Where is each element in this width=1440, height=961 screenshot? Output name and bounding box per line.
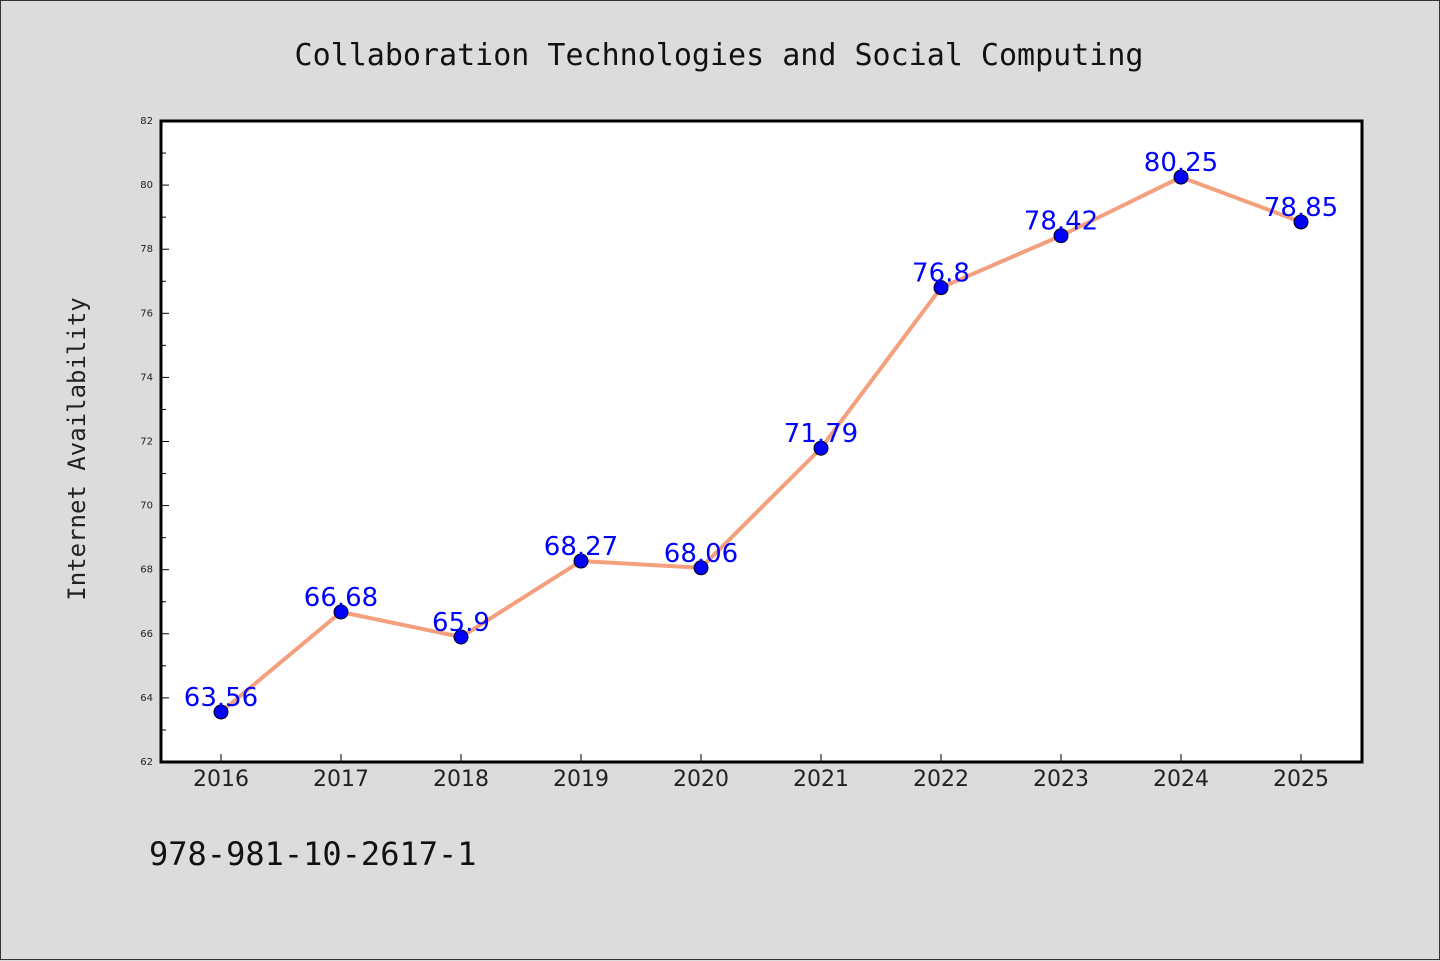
footer-isbn: 978-981-10-2617-1	[149, 835, 477, 873]
data-label: 65.9	[432, 608, 490, 638]
y-tick-label: 66	[140, 629, 153, 640]
y-tick-label: 72	[140, 437, 153, 448]
data-label: 66.68	[304, 583, 378, 613]
data-point	[693, 560, 709, 576]
data-point	[333, 604, 349, 620]
x-tick-label: 2023	[1033, 767, 1089, 792]
x-tick-label: 2018	[433, 767, 489, 792]
data-label: 68.06	[664, 539, 738, 569]
data-point	[1053, 228, 1069, 244]
y-axis-label: Internet Availability	[63, 297, 91, 600]
data-point	[1173, 169, 1189, 185]
data-label: 63.56	[184, 683, 258, 713]
y-tick-label: 74	[140, 372, 153, 383]
y-tick-label: 62	[140, 757, 153, 768]
series-line	[219, 175, 1302, 714]
data-label: 71.79	[784, 419, 858, 449]
data-label: 78.85	[1264, 193, 1338, 223]
x-axis: 2016 2017 2018 2019 2020 2021 2022 2023 2024 2025	[193, 754, 1329, 792]
y-tick-label: 80	[140, 180, 153, 191]
y-tick-label: 78	[140, 244, 153, 255]
data-point	[933, 280, 949, 296]
x-tick-label: 2021	[793, 767, 849, 792]
x-tick-label: 2017	[313, 767, 369, 792]
plot-area	[159, 119, 1364, 764]
data-label: 76.8	[912, 259, 970, 289]
data-point	[453, 629, 469, 645]
data-label: 78.42	[1024, 207, 1098, 237]
x-tick-label: 2024	[1153, 767, 1209, 792]
x-tick-label: 2025	[1273, 767, 1329, 792]
y-tick-label: 76	[140, 308, 153, 319]
chart-title: Collaboration Technologies and Social Co…	[295, 38, 1144, 73]
y-tick-label: 68	[140, 565, 153, 576]
data-point	[1293, 214, 1309, 230]
y-tick-label: 64	[140, 693, 153, 704]
series-layer: 63.56 66.68 65.9 68.27 68.06 71.79 76.8 78.42 80…	[184, 148, 1338, 720]
y-tick-label: 82	[140, 116, 153, 127]
y-axis: 62 64 66 68 70 72 74 76 78 80 82	[140, 116, 169, 768]
data-point	[213, 704, 229, 720]
data-point	[573, 553, 589, 569]
x-tick-label: 2020	[673, 767, 729, 792]
x-tick-label: 2022	[913, 767, 969, 792]
data-label: 80.25	[1144, 148, 1218, 178]
x-tick-label: 2019	[553, 767, 609, 792]
data-label: 68.27	[544, 532, 618, 562]
data-point	[813, 440, 829, 456]
y-tick-label: 70	[140, 501, 153, 512]
x-tick-label: 2016	[193, 767, 249, 792]
